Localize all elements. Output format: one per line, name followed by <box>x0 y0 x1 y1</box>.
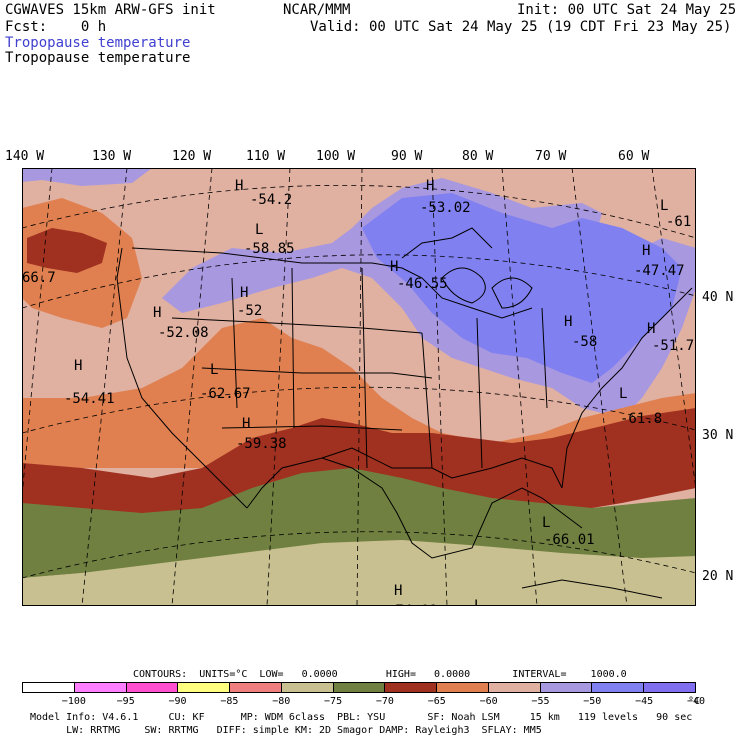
legend-swatch <box>178 683 231 692</box>
init-time: Init: 00 UTC Sat 24 May 25 <box>517 2 737 18</box>
coastlines <box>116 227 693 599</box>
legend-swatch <box>385 683 438 692</box>
field-region <box>22 168 152 186</box>
model-info-line: Model Info: V4.6.1 CU: KF MP: WDM 6class… <box>30 712 693 723</box>
legend-tick: −100 <box>61 696 86 707</box>
field-region <box>27 228 107 273</box>
field-region <box>22 318 696 468</box>
high-marker: H <box>426 178 434 194</box>
low-marker: L <box>255 222 263 238</box>
valid-time: Valid: 00 UTC Sat 24 May 25 (19 CDT Fri … <box>310 19 732 35</box>
organization: NCAR/MMM <box>283 2 351 18</box>
field-region <box>22 540 696 606</box>
pressure-center-value: -47.47 <box>634 263 685 279</box>
legend-unit: °C <box>688 696 701 707</box>
high-marker: H <box>153 305 161 321</box>
pressure-center-value: 66.7 <box>22 270 56 286</box>
pressure-center-value: -52 <box>237 303 262 319</box>
legend-tick: −80 <box>272 696 291 707</box>
legend-tick: −95 <box>116 696 135 707</box>
legend-swatch <box>540 683 593 692</box>
lat-label: 30 N <box>702 428 734 443</box>
high-marker: H <box>647 321 655 337</box>
legend-tick: −40 <box>686 696 706 707</box>
legend-tick: −45 <box>635 696 654 707</box>
pressure-center-value: -46.55 <box>397 276 448 292</box>
lat-label: 40 N <box>702 290 734 305</box>
legend-tick: −50 <box>583 696 602 707</box>
legend-swatch <box>126 683 179 692</box>
legend-swatch <box>644 683 695 692</box>
high-marker: H <box>390 259 398 275</box>
legend-tick: −55 <box>531 696 550 707</box>
legend-swatch <box>281 683 334 692</box>
pressure-center-value: -58 <box>572 334 597 350</box>
legend-swatch <box>23 683 75 692</box>
pressure-center-value: -51.7 <box>652 338 694 354</box>
legend-swatch <box>333 683 386 692</box>
lon-label: 130 W <box>92 149 132 164</box>
legend-tick: −70 <box>375 696 394 707</box>
pressure-center-value: -59.38 <box>236 436 287 452</box>
low-marker: L <box>619 386 627 402</box>
lon-label: 60 W <box>618 149 650 164</box>
high-marker: H <box>242 416 250 432</box>
forecast-hour: Fcst: 0 h <box>5 19 107 35</box>
high-marker: H <box>240 285 248 301</box>
lon-label: 120 W <box>172 149 212 164</box>
legend-swatch <box>437 683 489 692</box>
contours-info: CONTOURS: UNITS=°C LOW= 0.0000 HIGH= 0.0… <box>133 669 627 680</box>
pressure-center-value: -61 <box>666 214 691 230</box>
pressure-center-value: -66.01 <box>544 532 595 548</box>
legend-tick: −85 <box>220 696 239 707</box>
lon-label: 80 W <box>462 149 494 164</box>
color-legend <box>22 682 696 693</box>
pressure-center-value: -58.85 <box>244 241 295 257</box>
pressure-center-value: -53.02 <box>420 200 471 216</box>
tropopause-temperature-map: H-54.2H-53.02L-58.85H-46.55L-61H-47.4766… <box>22 168 696 606</box>
lon-label: 110 W <box>246 149 286 164</box>
low-marker: L <box>542 515 550 531</box>
pressure-center-value: -54.2 <box>250 192 292 208</box>
lon-label: 100 W <box>316 149 356 164</box>
lon-label: 90 W <box>391 149 423 164</box>
lon-label: 140 W <box>5 149 45 164</box>
model-title: CGWAVES 15km ARW-GFS init <box>5 2 216 18</box>
legend-swatch <box>230 683 282 692</box>
pressure-center-value: -54.41 <box>64 391 115 407</box>
pressure-center-value: -74.01 <box>387 603 438 606</box>
high-marker: H <box>642 243 650 259</box>
legend-tick: −60 <box>479 696 498 707</box>
lat-label: 20 N <box>702 569 734 584</box>
field-title-1: Tropopause temperature <box>5 35 191 51</box>
legend-tick: −75 <box>324 696 343 707</box>
lon-label: 70 W <box>535 149 567 164</box>
legend-tick: −90 <box>168 696 187 707</box>
pressure-center-value: -62.67 <box>200 386 251 402</box>
legend-swatch <box>488 683 541 692</box>
low-marker: L <box>210 362 218 378</box>
high-marker: H <box>235 178 243 194</box>
pressure-center-value: -52.08 <box>158 325 209 341</box>
high-marker: H <box>564 314 572 330</box>
field-region <box>362 193 682 383</box>
low-marker: L <box>660 198 668 214</box>
physics-info-line: LW: RRTMG SW: RRTMG DIFF: simple KM: 2D … <box>30 725 542 736</box>
field-title-2: Tropopause temperature <box>5 50 191 66</box>
low-marker: L <box>474 598 482 606</box>
legend-swatch <box>74 683 127 692</box>
map-frame <box>22 168 696 606</box>
high-marker: H <box>74 358 82 374</box>
high-marker: H <box>394 583 402 599</box>
legend-swatch <box>592 683 645 692</box>
legend-tick: −65 <box>427 696 446 707</box>
pressure-center-value: -61.8 <box>620 411 662 427</box>
